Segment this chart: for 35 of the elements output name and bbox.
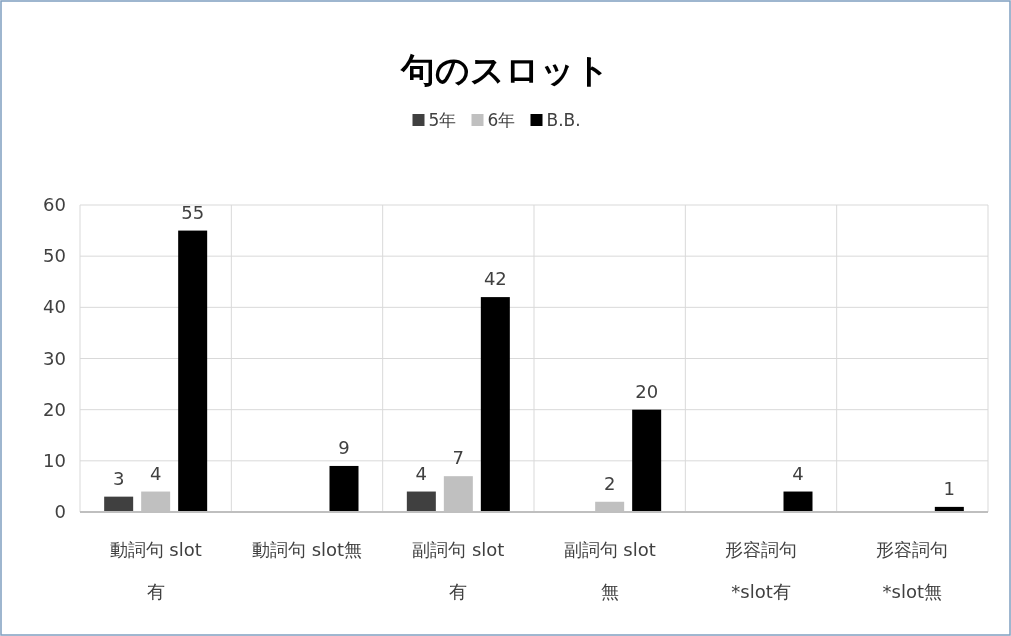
x-tick-label: 形容詞句 *slot有 <box>725 539 797 602</box>
y-tick-label: 10 <box>43 449 66 471</box>
legend-label: B.B. <box>546 110 581 130</box>
data-label: 3 <box>112 467 125 489</box>
data-label: 20 <box>635 380 659 402</box>
data-label: 4 <box>149 462 162 484</box>
data-label: 7 <box>452 447 465 469</box>
y-tick-label: 60 <box>43 194 66 215</box>
x-tick-label: 動詞句 slot無 <box>251 539 363 560</box>
x-tick-label: 副詞句 slot 無 <box>563 539 656 602</box>
bar <box>104 496 134 512</box>
data-label: 55 <box>181 201 205 223</box>
data-label: 2 <box>603 472 616 494</box>
data-label: 4 <box>415 462 428 484</box>
bar <box>178 230 208 512</box>
y-tick-label: 30 <box>43 347 66 369</box>
data-label: 42 <box>483 268 507 290</box>
y-tick-label: 0 <box>54 501 66 522</box>
y-tick-label: 20 <box>43 398 66 420</box>
chart-title: 句のスロット <box>400 50 610 90</box>
x-tick-label: 形容詞句 *slot無 <box>876 539 949 602</box>
x-tick-label: 副詞句 slot 有 <box>412 539 505 602</box>
legend-label: 5年 <box>428 110 457 130</box>
bar <box>783 491 813 512</box>
bar <box>632 409 662 512</box>
data-label: 9 <box>338 436 350 458</box>
bar <box>329 465 359 512</box>
bar <box>480 297 510 512</box>
bar <box>406 491 436 512</box>
legend-label: 6年 <box>487 110 516 130</box>
y-tick-label: 40 <box>43 296 66 318</box>
data-label: 4 <box>792 462 804 484</box>
x-tick-label: 動詞句 slot 有 <box>109 539 202 602</box>
y-tick-label: 50 <box>43 245 66 267</box>
data-label: 1 <box>943 477 956 499</box>
